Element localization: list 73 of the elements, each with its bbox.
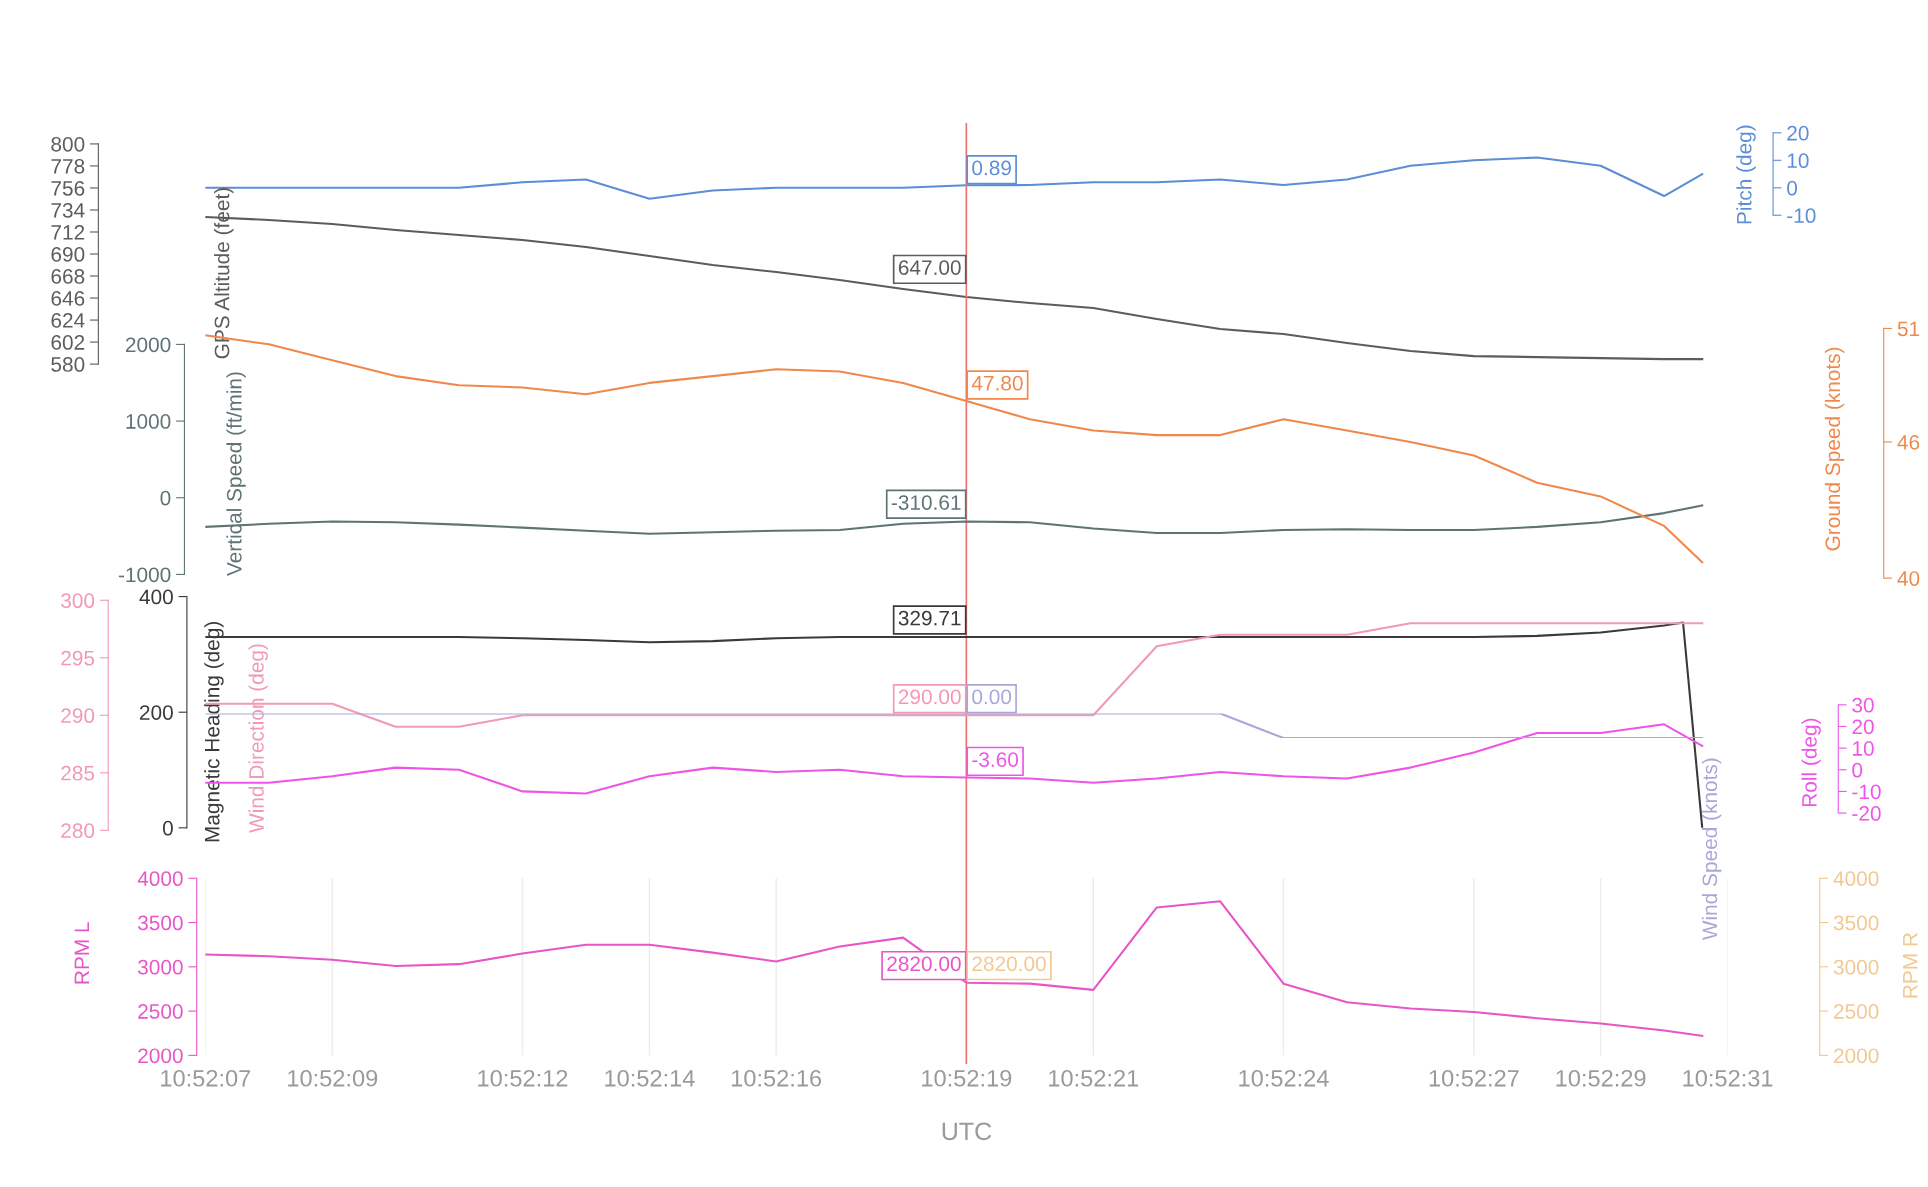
y-tick-label: -10 bbox=[1852, 784, 1881, 800]
y2-tick-label: 0 bbox=[1787, 180, 1798, 196]
y-tick-label: 46 bbox=[1897, 434, 1920, 450]
y-tick-label: 2500 bbox=[138, 1004, 183, 1019]
y-tick-label: 778 bbox=[51, 158, 85, 174]
y-tick-label: 734 bbox=[51, 202, 85, 218]
y-tick-label: 624 bbox=[51, 313, 85, 328]
y2-axis-title: Pitch (deg) bbox=[1736, 125, 1756, 224]
x-tick-label: 10:52:07 bbox=[161, 1069, 251, 1087]
annotation: 0.00 bbox=[972, 689, 1012, 705]
y-tick-label: 2000 bbox=[138, 1048, 183, 1064]
x-tick-label: 10:52:31 bbox=[1683, 1069, 1773, 1087]
y-tick-label: 1000 bbox=[126, 414, 171, 429]
y-tick-label: -1000 bbox=[118, 567, 171, 583]
y-tick-label: 690 bbox=[51, 247, 85, 262]
y-axis-title: Wind Direction (deg) bbox=[248, 644, 268, 833]
y-tick-label: 756 bbox=[51, 180, 85, 196]
annotation: 290.00 bbox=[898, 689, 961, 705]
y-tick-label: 200 bbox=[140, 705, 173, 720]
y-tick-label: 0 bbox=[160, 490, 171, 506]
y-tick-label: 300 bbox=[61, 593, 95, 609]
annotation: 47.80 bbox=[971, 375, 1023, 391]
annotation: 647.00 bbox=[898, 260, 961, 275]
y-tick-label: 30 bbox=[1852, 697, 1874, 713]
x-tick-label: 10:52:29 bbox=[1556, 1069, 1646, 1087]
y-tick-label: 40 bbox=[1897, 571, 1920, 586]
line-series bbox=[205, 900, 1704, 1037]
y-tick-label: 3500 bbox=[137, 915, 183, 931]
y-axis-title: Vertical Speed (ft/min) bbox=[226, 372, 246, 576]
x-tick-label: 10:52:16 bbox=[732, 1069, 822, 1087]
annotation: -310.61 bbox=[891, 495, 961, 510]
y-tick-label: 2000 bbox=[125, 337, 171, 353]
annotation: 0.89 bbox=[972, 160, 1011, 176]
x-tick-label: 10:52:24 bbox=[1239, 1069, 1329, 1087]
annotation: 2820.00 bbox=[887, 956, 961, 972]
y2-axis-title: RPM R bbox=[1903, 932, 1918, 998]
x-tick-label: 10:52:12 bbox=[478, 1069, 568, 1087]
x-tick-label: 10:52:14 bbox=[605, 1069, 695, 1087]
y-axis-title: GPS Altitude (feet) bbox=[214, 188, 234, 359]
y-tick-label: 712 bbox=[51, 224, 85, 240]
y-axis-title: RPM L bbox=[74, 922, 89, 984]
x-tick-label: 10:52:27 bbox=[1429, 1069, 1519, 1087]
y2-tick-label: 10 bbox=[1787, 153, 1809, 169]
y-axis-title: Wind Speed (knots) bbox=[1701, 758, 1722, 941]
y-tick-label: 646 bbox=[51, 291, 85, 306]
x-axis-title: UTC bbox=[942, 1122, 992, 1141]
annotation: 329.71 bbox=[898, 610, 961, 626]
y-tick-label: 602 bbox=[51, 335, 85, 350]
y-tick-label: 285 bbox=[61, 765, 95, 781]
y-axis-title: Ground Speed (knots) bbox=[1824, 347, 1845, 551]
y-tick-label: 3000 bbox=[137, 959, 183, 975]
y-tick-label: 4000 bbox=[137, 871, 183, 887]
x-tick-label: 10:52:19 bbox=[922, 1069, 1012, 1087]
y-tick-label: 800 bbox=[51, 136, 85, 152]
y-tick-label: 10 bbox=[1853, 741, 1874, 756]
annotation: -3.60 bbox=[972, 752, 1019, 767]
x-tick-label: 10:52:21 bbox=[1049, 1069, 1139, 1087]
annotation: 2820.00 bbox=[972, 956, 1046, 972]
y2-tick-label: 20 bbox=[1787, 125, 1809, 141]
y-tick-label: 290 bbox=[61, 708, 95, 724]
y-tick-label: 295 bbox=[61, 650, 95, 666]
y-tick-label: 280 bbox=[61, 823, 95, 839]
y-tick-label: -20 bbox=[1852, 806, 1881, 821]
y-tick-label: 51 bbox=[1897, 321, 1920, 337]
y-tick-label: 400 bbox=[139, 589, 173, 605]
y-axis-title: Roll (deg) bbox=[1801, 718, 1821, 807]
y-tick-label: 580 bbox=[51, 357, 85, 372]
y-tick-label: 20 bbox=[1852, 719, 1874, 735]
y-tick-label: 0 bbox=[1852, 762, 1863, 778]
y-tick-label: 0 bbox=[162, 820, 173, 836]
y2-tick-label: -10 bbox=[1787, 208, 1816, 224]
x-tick-label: 10:52:09 bbox=[288, 1069, 378, 1087]
y-tick-label: 668 bbox=[51, 269, 85, 284]
